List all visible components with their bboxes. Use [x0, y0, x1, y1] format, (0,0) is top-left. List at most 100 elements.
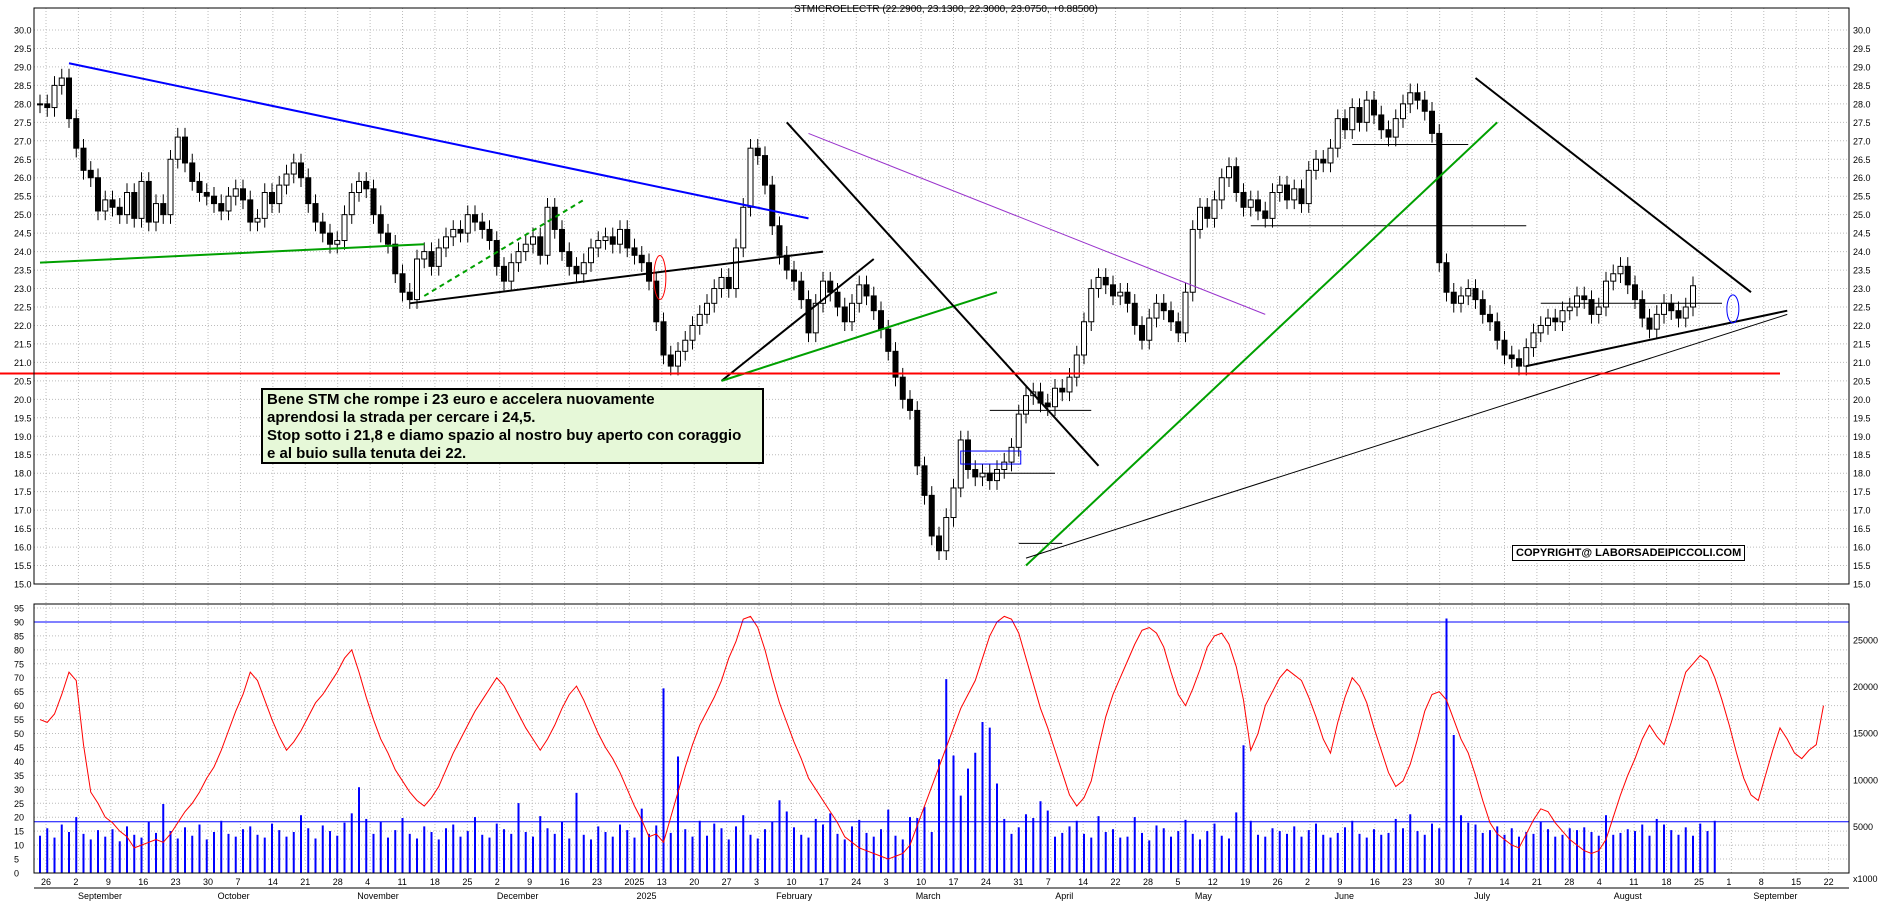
- price-tick-label-right: 19.0: [1853, 432, 1871, 442]
- candle-body: [812, 302, 819, 334]
- candle: [370, 179, 377, 224]
- candle-body: [1291, 188, 1298, 201]
- price-tick-label-right: 21.5: [1853, 339, 1871, 349]
- candle-body: [1211, 199, 1218, 219]
- trendline-green: [39, 243, 425, 264]
- panel-frame: [33, 7, 1850, 889]
- price-tick-label-right: 17.5: [1853, 487, 1871, 497]
- volume-tick-label: 10000: [1853, 775, 1878, 785]
- candle: [1581, 286, 1588, 309]
- candle-body: [1204, 206, 1211, 219]
- candle: [1218, 168, 1225, 210]
- candle: [1371, 90, 1377, 125]
- price-tick-label-left: 19.0: [14, 432, 32, 442]
- candle-body: [73, 118, 80, 149]
- time-tick-label: 20: [689, 877, 699, 887]
- time-tick-label: 21: [300, 877, 310, 887]
- candle: [1537, 316, 1544, 343]
- candle-body: [501, 265, 507, 282]
- candle: [820, 271, 826, 313]
- candle-body: [689, 324, 696, 341]
- candle: [1356, 98, 1363, 132]
- candle: [798, 271, 805, 309]
- candle: [740, 198, 747, 258]
- candle: [457, 220, 464, 243]
- time-tick-label: 25: [1694, 877, 1704, 887]
- candle-body: [834, 291, 841, 308]
- month-label: November: [357, 891, 399, 901]
- candle-body: [1545, 317, 1551, 326]
- candle-body: [1262, 210, 1269, 219]
- time-tick-label: 24: [851, 877, 861, 887]
- rsi-tick-label: 30: [14, 785, 24, 795]
- candle-body: [116, 206, 123, 216]
- price-tick-label-right: 18.5: [1853, 450, 1871, 460]
- candle-body: [363, 180, 370, 190]
- candle-body: [754, 147, 761, 157]
- candle-body: [124, 192, 130, 216]
- candle: [1392, 109, 1399, 147]
- candle: [1363, 90, 1370, 132]
- candle-body: [515, 251, 522, 264]
- candle: [305, 168, 312, 213]
- candle-body: [783, 254, 790, 271]
- rsi-tick-label: 65: [14, 687, 24, 697]
- candle-body: [1530, 332, 1537, 349]
- price-tick-label-right: 30.0: [1853, 26, 1871, 36]
- candle: [225, 186, 232, 221]
- candle-body: [1624, 265, 1631, 286]
- candle: [1458, 286, 1464, 313]
- candle: [1530, 323, 1537, 357]
- candle: [638, 246, 645, 272]
- time-tick-label: 11: [398, 877, 407, 887]
- candle: [849, 294, 855, 332]
- candle: [551, 198, 558, 239]
- candle-body: [1189, 228, 1196, 293]
- candle-body: [827, 280, 834, 293]
- trendline-green: [1025, 121, 1498, 567]
- candle-body: [1588, 299, 1595, 315]
- time-tick-label: 21: [1532, 877, 1542, 887]
- candle: [653, 271, 660, 332]
- trendline-black: [1526, 309, 1788, 368]
- candle-body: [283, 173, 290, 186]
- candle: [1407, 83, 1414, 114]
- price-tick-label-right: 16.0: [1853, 543, 1871, 553]
- price-tick-label-left: 18.0: [14, 469, 32, 479]
- candle: [1653, 305, 1660, 339]
- candle: [1284, 175, 1290, 210]
- rsi-tick-label: 60: [14, 701, 24, 711]
- candle: [1508, 345, 1515, 368]
- candle-body: [443, 236, 449, 249]
- candle: [1378, 105, 1385, 139]
- candle: [1233, 157, 1240, 202]
- candle: [356, 172, 362, 202]
- candle: [928, 486, 935, 546]
- candle: [501, 257, 507, 291]
- candle: [972, 460, 979, 487]
- candle: [1342, 109, 1348, 139]
- candle-body: [660, 321, 667, 356]
- candle: [464, 205, 471, 243]
- candle: [406, 282, 413, 309]
- candle-body: [646, 262, 652, 282]
- candle: [1400, 94, 1406, 128]
- time-tick-label: 14: [268, 877, 278, 887]
- candle-body: [385, 232, 391, 245]
- candle: [965, 430, 971, 479]
- candle: [914, 401, 921, 476]
- time-tick-label: 28: [1564, 877, 1574, 887]
- candle: [660, 312, 667, 365]
- candle-body: [421, 251, 428, 260]
- candle: [283, 164, 290, 195]
- time-tick-label: 4: [1597, 877, 1602, 887]
- candle-body: [1044, 402, 1051, 408]
- candle: [414, 249, 420, 309]
- time-tick-label: 10: [786, 877, 796, 887]
- candle: [1204, 198, 1211, 228]
- price-tick-label-right: 26.5: [1853, 155, 1871, 165]
- candle-body: [522, 243, 529, 253]
- candle-body: [312, 203, 319, 223]
- candle-body: [1356, 107, 1363, 123]
- candle: [261, 183, 268, 228]
